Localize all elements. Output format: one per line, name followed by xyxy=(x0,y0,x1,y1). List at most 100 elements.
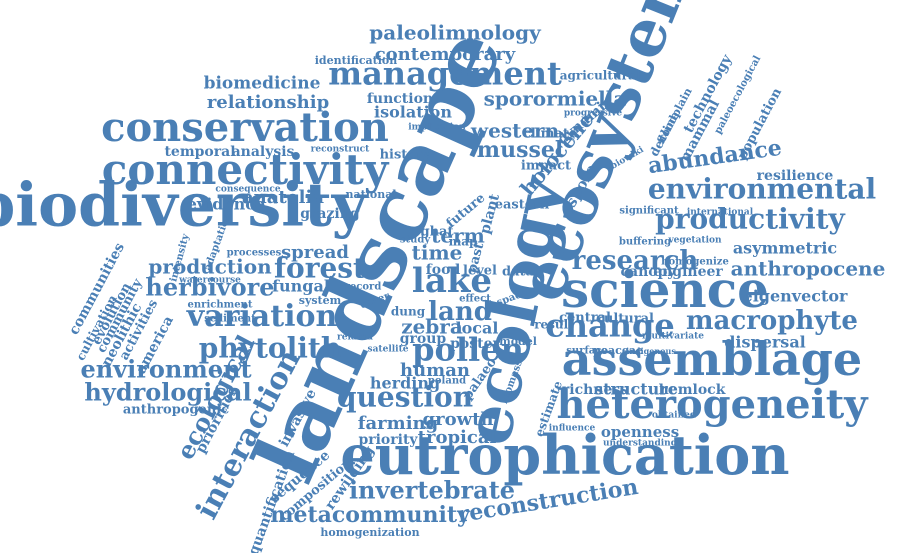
cloud-word: consequence xyxy=(215,185,280,195)
cloud-word: anthropogenic xyxy=(123,403,229,418)
cloud-word: sediment xyxy=(204,314,256,325)
cloud-word: food xyxy=(426,262,461,278)
cloud-word: eigenvector xyxy=(743,287,849,306)
cloud-word: agricultural xyxy=(560,69,641,83)
cloud-word: human xyxy=(400,360,470,381)
cloud-word: multivariate xyxy=(642,332,704,342)
cloud-word: watercourse xyxy=(178,276,241,286)
cloud-word: data xyxy=(502,265,535,280)
cloud-word: metacommunity xyxy=(270,502,471,528)
cloud-word: zebra xyxy=(401,315,463,339)
cloud-word: contemporary xyxy=(375,44,516,65)
cloud-word: richness xyxy=(562,382,628,398)
cloud-word: anthropocene xyxy=(731,257,886,281)
cloud-word: priority xyxy=(358,432,418,448)
cloud-word: poland xyxy=(428,376,466,387)
cloud-word: openness xyxy=(601,423,679,441)
cloud-word: spread xyxy=(281,242,349,263)
cloud-word: anatolia xyxy=(242,187,324,208)
cloud-word: result xyxy=(534,318,574,332)
cloud-word: western xyxy=(470,119,560,143)
cloud-word: poster xyxy=(450,336,500,352)
cloud-word: productivity xyxy=(655,203,845,236)
cloud-word: mussel xyxy=(477,137,563,163)
cloud-word: vegetation xyxy=(667,236,722,246)
cloud-word: grazing xyxy=(300,206,360,222)
cloud-word: tropical xyxy=(418,427,497,448)
cloud-word: history xyxy=(380,148,431,163)
cloud-word: biodiversity xyxy=(0,171,369,241)
cloud-word: variation xyxy=(186,299,338,334)
cloud-word: sporormiella xyxy=(484,87,627,111)
cloud-word: production xyxy=(148,255,272,279)
cloud-word: poaceae xyxy=(593,344,643,357)
cloud-word: biomedicine xyxy=(204,74,321,94)
cloud-word: effect xyxy=(459,294,491,305)
cloud-word: reconstruct xyxy=(311,145,370,155)
cloud-word: time xyxy=(412,241,463,265)
cloud-word: processes xyxy=(227,248,282,259)
cloud-word: international xyxy=(687,208,754,218)
cloud-word: land xyxy=(428,297,492,327)
cloud-word: growth xyxy=(423,409,494,430)
cloud-word: fungal xyxy=(272,277,330,296)
cloud-word: obtained xyxy=(652,411,697,421)
cloud-word: question xyxy=(337,381,473,414)
cloud-word: herding xyxy=(370,374,440,393)
cloud-word: understanding xyxy=(603,439,678,449)
cloud-word: herbivore xyxy=(145,273,274,302)
cloud-word: eastern xyxy=(495,198,550,213)
cloud-word: isolation xyxy=(374,103,452,122)
cloud-word: level xyxy=(463,264,497,279)
cloud-word: system xyxy=(299,294,342,307)
cloud-word: homogenize xyxy=(661,257,729,268)
cloud-word: evidence xyxy=(187,195,265,214)
cloud-word: implication xyxy=(408,123,466,133)
cloud-word: model xyxy=(499,335,537,348)
cloud-word: temporal xyxy=(164,144,235,160)
cloud-word: hydrological xyxy=(84,378,251,407)
cloud-word: identification xyxy=(315,54,398,67)
cloud-word: surface xyxy=(566,346,607,357)
cloud-word: dispersal xyxy=(724,333,806,352)
cloud-word: local xyxy=(456,319,499,338)
cloud-word: resilience xyxy=(757,168,834,184)
cloud-word: influence xyxy=(549,424,596,434)
cloud-word: map xyxy=(449,235,478,249)
cloud-word: asymmetric xyxy=(733,239,838,258)
cloud-word: paleolimnology xyxy=(369,21,542,45)
cloud-word: change xyxy=(545,307,674,345)
cloud-word: invertebrate xyxy=(349,476,515,505)
cloud-word: related xyxy=(337,333,374,343)
cloud-word: study xyxy=(400,235,432,246)
cloud-word: group xyxy=(400,331,447,347)
cloud-word: science xyxy=(561,260,769,319)
cloud-word: analysis xyxy=(232,144,295,160)
cloud-word: phytolith xyxy=(199,332,341,365)
cloud-word: farming xyxy=(358,413,439,434)
cloud-word: research xyxy=(572,246,699,276)
cloud-word: function xyxy=(367,91,433,107)
cloud-word: satellite xyxy=(368,345,409,355)
cloud-word: enrichment xyxy=(188,300,253,311)
cloud-word: relationship xyxy=(207,92,329,113)
cloud-word: ghat xyxy=(421,225,454,240)
cloud-word: record xyxy=(345,282,382,293)
cloud-word: eutrophication xyxy=(340,423,789,487)
cloud-word: environment xyxy=(80,355,251,384)
cloud-word: cultural xyxy=(596,312,654,327)
cloud-word: lake xyxy=(412,261,492,301)
cloud-word: central xyxy=(559,311,611,326)
cloud-word: management xyxy=(328,55,562,93)
cloud-word: assemblage xyxy=(562,332,862,386)
cloud-word: hemlock xyxy=(659,382,726,398)
cloud-word: engineer xyxy=(653,264,723,280)
cloud-word: indigenous xyxy=(626,346,676,356)
cloud-word: dung xyxy=(391,305,426,319)
cloud-word: national xyxy=(345,188,396,201)
cloud-word: impact xyxy=(521,159,571,174)
cloud-word: heterogeneity xyxy=(556,381,869,428)
cloud-word: connectivity xyxy=(102,145,390,194)
cloud-word: environmental xyxy=(648,173,876,206)
